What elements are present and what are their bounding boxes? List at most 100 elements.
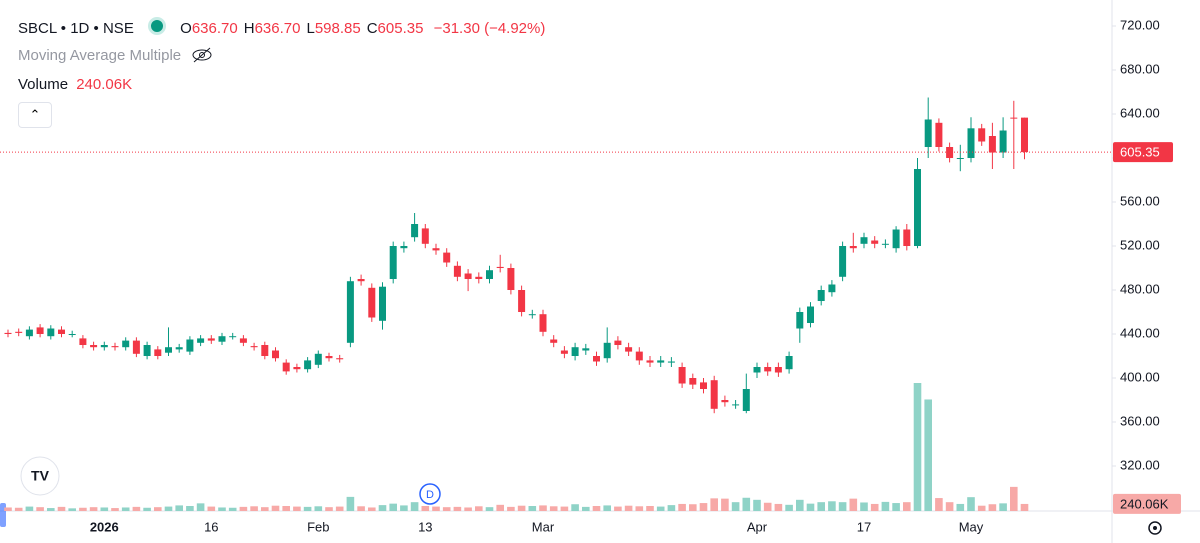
- candle-body: [496, 266, 504, 269]
- candle-body: [999, 130, 1007, 153]
- candle-body: [379, 286, 386, 321]
- y-tick-label: 480.00: [1120, 281, 1160, 296]
- volume-bar: [549, 506, 558, 511]
- candle-body: [732, 404, 740, 406]
- candle-body: [90, 345, 98, 348]
- candle-body: [272, 350, 279, 359]
- candle-body: [657, 360, 665, 363]
- volume-bar: [36, 507, 44, 511]
- candle-body: [154, 349, 162, 357]
- candle-body: [336, 358, 344, 360]
- candle-body: [122, 340, 130, 348]
- collapse-button[interactable]: ⌃: [18, 102, 52, 128]
- volume-bar: [68, 508, 76, 511]
- volume-bar: [635, 506, 644, 511]
- logo-button[interactable]: [20, 456, 60, 496]
- hide-icon[interactable]: [191, 47, 213, 63]
- candle-body: [892, 229, 900, 249]
- volume-bar: [432, 506, 440, 511]
- volume-bar: [79, 507, 87, 511]
- change: −31.30 (−4.92%): [433, 20, 546, 37]
- x-tick-label: 13: [418, 519, 432, 534]
- volume-bar: [143, 507, 151, 511]
- volume-bar: [785, 504, 793, 511]
- candle-body: [667, 361, 675, 363]
- candle-body: [47, 328, 55, 337]
- candle-body: [25, 329, 33, 337]
- candle-body: [250, 346, 258, 348]
- candle-body: [689, 378, 697, 385]
- volume-bar: [988, 504, 997, 511]
- dividend-marker[interactable]: [419, 483, 441, 505]
- volume-bar: [721, 498, 729, 511]
- symbol: SBCL • 1D • NSE: [18, 20, 134, 37]
- ohlc-key: H: [243, 20, 255, 37]
- volume-bar: [678, 503, 686, 511]
- volume-bar: [196, 503, 205, 511]
- volume-bar: [228, 507, 237, 511]
- candle-body: [914, 169, 921, 247]
- candle-body: [550, 339, 558, 343]
- ohlc-value: 605.35: [377, 20, 424, 37]
- symbol-row: SBCL • 1D • NSE O636.70 H636.70 L598.85 C60…: [18, 17, 545, 37]
- volume-bar: [592, 505, 601, 511]
- volume-bar: [496, 504, 504, 511]
- volume-bar: [335, 506, 344, 511]
- volume-bar: [956, 503, 965, 511]
- candle-body: [603, 342, 611, 359]
- candle-body: [742, 389, 750, 412]
- volume-bar: [1020, 503, 1029, 511]
- volume-bar: [689, 504, 697, 511]
- y-tick-label: 560.00: [1120, 193, 1160, 208]
- candle-body: [807, 306, 814, 324]
- candle-body: [988, 136, 996, 153]
- candle-body: [678, 367, 686, 384]
- volume-bar: [624, 505, 633, 511]
- volume-bar: [378, 505, 387, 511]
- volume-bar: [400, 505, 408, 511]
- volume-bar: [753, 499, 761, 511]
- market-status: [148, 17, 166, 35]
- side-tab[interactable]: [0, 503, 6, 527]
- volume-bar: [967, 497, 975, 511]
- candle-body: [486, 270, 493, 280]
- volume-bar: [207, 506, 216, 511]
- volume-bar: [571, 504, 579, 511]
- volume-bar: [849, 498, 858, 511]
- candle-body: [582, 348, 590, 351]
- logo: TV: [31, 468, 50, 484]
- candle-body: [432, 248, 440, 251]
- volume-bar: [699, 503, 708, 511]
- volume-bar: [410, 502, 419, 511]
- candle-body: [903, 229, 911, 247]
- ohlc-value: 636.70: [254, 20, 301, 37]
- volume-bar: [999, 503, 1007, 511]
- volume-bar: [881, 501, 890, 511]
- volume-bar: [357, 506, 365, 511]
- y-tick-label: 440.00: [1120, 325, 1160, 340]
- candle-body: [314, 353, 322, 365]
- candle-body: [528, 314, 536, 316]
- volume-bar: [742, 497, 751, 511]
- volume-bar: [421, 505, 430, 511]
- volume-bar: [314, 506, 323, 511]
- volume-bar: [164, 506, 173, 511]
- volume-bar: [239, 506, 248, 511]
- x-tick-label: Feb: [307, 519, 329, 534]
- settings-icon[interactable]: [1148, 521, 1162, 535]
- candle-body: [700, 382, 707, 390]
- ohlc-item: O636.70: [180, 20, 238, 37]
- candle-body: [389, 246, 397, 280]
- volume-bar: [175, 505, 183, 511]
- candle-body: [518, 290, 526, 313]
- y-tick-label: 520.00: [1120, 237, 1160, 252]
- candle-body: [571, 347, 579, 357]
- volume-bar: [250, 506, 258, 511]
- volume-bar: [121, 507, 130, 511]
- indicator-row: Moving Average Multiple: [18, 47, 213, 64]
- volume-value: 240.06K: [76, 76, 133, 93]
- candle-body: [421, 228, 429, 244]
- volume-bar: [47, 508, 55, 511]
- volume-bar: [282, 505, 290, 511]
